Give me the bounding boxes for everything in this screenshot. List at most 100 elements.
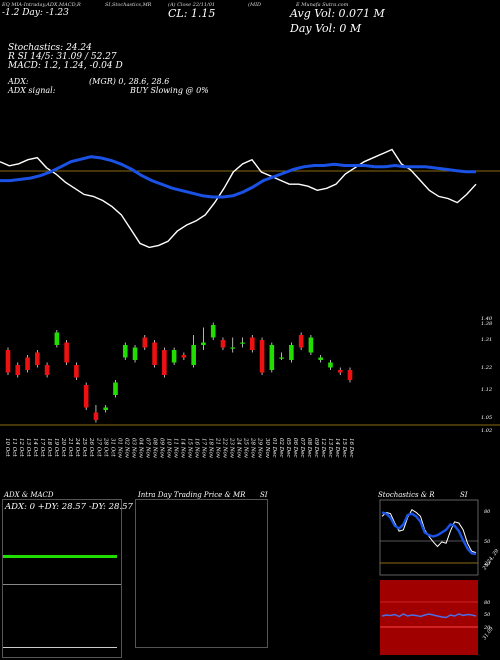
candle-body bbox=[5, 350, 11, 373]
date-tick-label: 16 Dec bbox=[348, 438, 354, 458]
rsi-tick-label: 50 bbox=[484, 612, 491, 618]
main-chart: 1.401.38 1.31 1.22 1.12 1.05 1.02 10 Oct 11 Oct… bbox=[0, 148, 500, 459]
stoch-value-label: 24.24, 29 bbox=[481, 547, 500, 571]
candle-body bbox=[259, 340, 265, 373]
header-title-2: SI,Stochastics,MR bbox=[105, 2, 152, 8]
price-tick-label: 1.22 bbox=[481, 365, 492, 371]
change-label: -1.2 Day: -1.23 bbox=[2, 8, 69, 18]
stoch-tick-label: 80 bbox=[484, 509, 491, 515]
date-tick-label: 06 Dec bbox=[292, 438, 298, 458]
date-tick-label: 10 Nov bbox=[166, 438, 172, 459]
date-tick-label: 04 Nov bbox=[137, 438, 143, 459]
rsi-label: R SI 14/5: 31.09 / 52.27 bbox=[8, 52, 117, 62]
date-tick-label: 08 Dec bbox=[306, 438, 312, 458]
day-vol-label: Day Vol: 0 M bbox=[290, 22, 362, 35]
macd-line bbox=[3, 647, 117, 648]
date-tick-label: 25 Oct bbox=[81, 437, 87, 457]
date-tick-label: 05 Dec bbox=[285, 438, 291, 458]
date-tick-label: 30 Nov bbox=[264, 438, 270, 459]
candle-body bbox=[289, 345, 294, 360]
candle-body bbox=[347, 370, 353, 380]
candle-body bbox=[230, 347, 236, 349]
date-tick-label: 20 Oct bbox=[60, 437, 66, 457]
header-title-3: (A) Close 22/11/01 bbox=[168, 2, 216, 8]
adx-signal-value: BUY Slowing @ 0% bbox=[130, 86, 209, 95]
rsi-tick-label: 80 bbox=[484, 600, 491, 606]
date-tick-label: 29 Nov bbox=[257, 437, 263, 459]
stoch-tick-label: 20 bbox=[483, 561, 491, 567]
candle-body bbox=[269, 345, 275, 370]
close-label: CL: 1.15 bbox=[168, 7, 216, 20]
adx-green-line bbox=[3, 555, 117, 558]
date-tick-label: 17 Oct bbox=[39, 438, 45, 457]
blue-indicator-line bbox=[0, 155, 476, 199]
candle-body bbox=[25, 357, 30, 370]
macd-label: MACD: 1.2, 1.24, -0.04 D bbox=[8, 61, 123, 71]
header-title-1: EQ MIA-Intraday,ADX,MACD,R bbox=[2, 2, 81, 8]
adx-panel-title: ADX & MACD bbox=[4, 491, 54, 499]
date-tick-label: 07 Nov bbox=[144, 438, 150, 459]
candle-body bbox=[93, 412, 99, 420]
price-tick-label: 1.38 bbox=[481, 321, 492, 327]
date-tick-label: 26 Oct bbox=[88, 437, 94, 457]
candle-body bbox=[152, 342, 157, 365]
date-tick-label: 12 Oct bbox=[18, 438, 24, 457]
rsi-line bbox=[381, 613, 477, 619]
date-tick-label: 01 Nov bbox=[116, 438, 122, 459]
adx-panel bbox=[2, 499, 122, 658]
adx-panel-values: ADX: 0 +DY: 28.57 -DY: 28.57 bbox=[5, 502, 133, 512]
stoch-box bbox=[379, 499, 479, 576]
candle-body bbox=[298, 335, 304, 348]
date-tick-label: 18 Oct bbox=[46, 438, 52, 457]
candle-body bbox=[318, 357, 323, 360]
adx-values: (MGR) 0, 28.6, 28.6 bbox=[89, 77, 170, 86]
candle-body bbox=[337, 370, 343, 373]
candle-body bbox=[74, 365, 79, 378]
date-tick-label: 27 Oct bbox=[95, 437, 101, 457]
rsi-background bbox=[380, 580, 478, 655]
candle-body bbox=[240, 342, 245, 344]
stoch-panel-title-rsi: SI bbox=[460, 491, 468, 499]
date-tick-label: 21 Oct bbox=[67, 437, 73, 457]
macd-divider bbox=[3, 584, 121, 585]
candle-body bbox=[220, 340, 226, 348]
date-tick-label: 24 Oct bbox=[74, 437, 80, 457]
candle-body bbox=[191, 345, 196, 365]
header-title-5: E Munafa Sutra.com bbox=[296, 2, 349, 8]
candle-body bbox=[113, 382, 118, 395]
date-tick-label: 09 Nov bbox=[158, 438, 164, 459]
price-tick-label: 1.02 bbox=[481, 428, 492, 434]
date-tick-label: 16 Nov bbox=[194, 438, 200, 459]
date-tick-label: 28 Oct bbox=[102, 437, 108, 457]
date-tick-label: 23 Nov bbox=[229, 437, 235, 459]
date-tick-label: 24 Nov bbox=[236, 437, 242, 459]
candle-body bbox=[83, 385, 89, 408]
candle-body bbox=[35, 352, 40, 365]
date-tick-label: 02 Dec bbox=[278, 438, 284, 458]
stoch-k-line bbox=[381, 508, 477, 554]
candle-body bbox=[171, 350, 177, 363]
date-tick-label: 13 Dec bbox=[327, 438, 333, 458]
date-tick-label: 08 Nov bbox=[151, 438, 157, 459]
date-tick-label: 02 Nov bbox=[123, 438, 129, 459]
rsi-tick-label: 20 bbox=[483, 625, 491, 631]
candle-body bbox=[64, 342, 69, 363]
date-tick-label: 28 Nov bbox=[250, 437, 256, 459]
white-indicator-line bbox=[0, 148, 477, 249]
avg-vol-label: Avg Vol: 0.071 M bbox=[290, 7, 385, 20]
candle-body bbox=[279, 357, 284, 359]
candle-body bbox=[132, 347, 138, 360]
date-tick-label: 15 Dec bbox=[341, 438, 347, 458]
intraday-panel bbox=[135, 499, 268, 648]
date-tick-label: 13 Oct bbox=[25, 438, 31, 457]
date-tick-label: 21 Nov bbox=[215, 437, 221, 459]
candle-body bbox=[201, 342, 206, 345]
candle-body bbox=[210, 325, 216, 338]
candle-body bbox=[15, 365, 21, 375]
date-tick-label: 25 Nov bbox=[243, 437, 249, 459]
date-tick-label: 09 Dec bbox=[313, 438, 319, 458]
header-title-4: (MID bbox=[248, 2, 262, 8]
date-tick-label: 11 Nov bbox=[173, 438, 179, 459]
stoch-tick-label: 50 bbox=[484, 539, 491, 545]
